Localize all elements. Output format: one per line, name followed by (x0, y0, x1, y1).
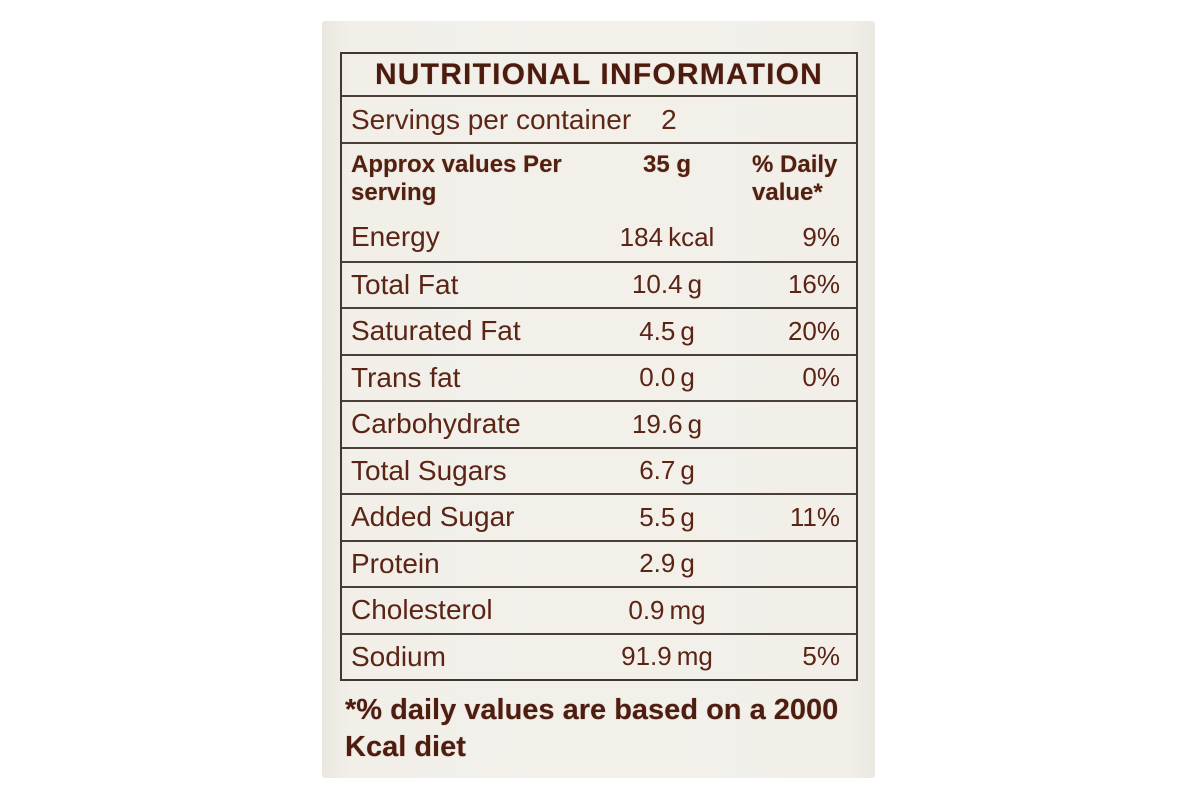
nutrient-name: Added Sugar (351, 501, 515, 533)
nutrient-value: 2.9 (639, 548, 676, 579)
nutrient-name: Cholesterol (351, 594, 493, 626)
nutrient-amount: 91.9 mg (582, 641, 752, 672)
nutrient-value: 0.9 (628, 594, 665, 625)
nutrient-unit: kcal (668, 221, 715, 252)
nutrition-table: NUTRITIONAL INFORMATION Servings per con… (340, 52, 858, 681)
nutrient-unit: g (687, 269, 703, 300)
nutrient-name: Sodium (351, 640, 446, 672)
nutrient-unit: mg (676, 641, 713, 672)
table-row: Trans fat 0.0 g 0% (342, 353, 856, 401)
nutrient-daily-value: 9% (802, 221, 840, 252)
table-row: Carbohydrate 19.6 g (342, 400, 856, 447)
nutrient-daily-value: 11% (789, 501, 840, 532)
nutrient-unit: g (680, 548, 695, 579)
nutrient-amount: 6.7 g (582, 455, 752, 486)
header-daily-value-text: % Daily value* (752, 151, 838, 206)
nutrient-name: Protein (351, 547, 440, 579)
daily-value-footnote: *% daily values are based on a 2000 Kcal… (345, 694, 839, 763)
nutrient-daily-value: 0% (802, 362, 840, 393)
table-row: Protein 2.9 g (342, 539, 856, 587)
nutrient-rows: Energy 184 kcal 9% Total Fat 10.4 g 16% … (342, 214, 856, 679)
table-row: Total Sugars 6.7 g (342, 446, 856, 494)
nutrient-name: Total Fat (351, 268, 459, 300)
header-approx-values: Approx values Per serving (351, 151, 562, 206)
servings-value: 2 (661, 103, 677, 135)
nutrition-label-card: NUTRITIONAL INFORMATION Servings per con… (322, 21, 875, 778)
servings-row: Servings per container 2 (342, 95, 856, 142)
nutrient-amount: 2.9 g (582, 548, 752, 579)
nutrient-daily-value: 16% (787, 269, 840, 300)
nutrient-value: 0.0 (639, 362, 676, 393)
header-serving-size: 35 g (642, 151, 692, 178)
table-row: Sodium 91.9 mg 5% (342, 632, 856, 680)
table-title: NUTRITIONAL INFORMATION (374, 57, 824, 91)
servings-label: Servings per container (351, 103, 632, 135)
table-row: Total Fat 10.4 g 16% (342, 260, 856, 308)
nutrient-name: Carbohydrate (351, 408, 521, 440)
nutrient-daily-value: 5% (802, 641, 840, 672)
nutrient-amount: 4.5 g (582, 316, 752, 347)
nutrient-unit: g (687, 408, 703, 439)
nutrient-unit: g (680, 362, 695, 393)
nutrient-daily-value: 20% (787, 315, 840, 346)
nutrient-amount: 0.9 mg (582, 595, 752, 626)
nutrient-amount: 184 kcal (582, 222, 752, 253)
table-row: Saturated Fat 4.5 g 20% (342, 307, 856, 354)
nutrient-value: 4.5 (639, 315, 676, 346)
nutrient-unit: g (680, 315, 695, 346)
nutrient-value: 10.4 (631, 269, 683, 300)
nutrient-name: Trans fat (351, 361, 461, 393)
nutrient-amount: 0.0 g (582, 362, 752, 393)
nutrient-name: Energy (351, 221, 440, 253)
nutrient-name: Total Sugars (351, 454, 507, 486)
nutrient-value: 91.9 (621, 641, 672, 672)
nutrient-unit: g (680, 455, 695, 486)
table-title-row: NUTRITIONAL INFORMATION (342, 54, 856, 95)
nutrient-unit: mg (669, 594, 706, 625)
nutrient-value: 6.7 (639, 455, 676, 486)
table-row: Cholesterol 0.9 mg (342, 586, 856, 633)
nutrient-value: 5.5 (639, 501, 676, 532)
nutrient-amount: 5.5 g (582, 502, 752, 533)
nutrient-amount: 10.4 g (582, 269, 752, 300)
nutrient-name: Saturated Fat (351, 315, 521, 347)
table-header-row: Approx values Per serving 35 g % Daily v… (342, 142, 856, 214)
table-row: Added Sugar 5.5 g 11% (342, 493, 856, 540)
nutrient-unit: g (680, 501, 695, 532)
nutrient-amount: 19.6 g (582, 409, 752, 440)
header-daily-value: % Daily value* (752, 151, 878, 207)
table-row: Energy 184 kcal 9% (342, 214, 856, 261)
nutrient-value: 184 (619, 221, 664, 252)
nutrient-value: 19.6 (631, 408, 683, 439)
